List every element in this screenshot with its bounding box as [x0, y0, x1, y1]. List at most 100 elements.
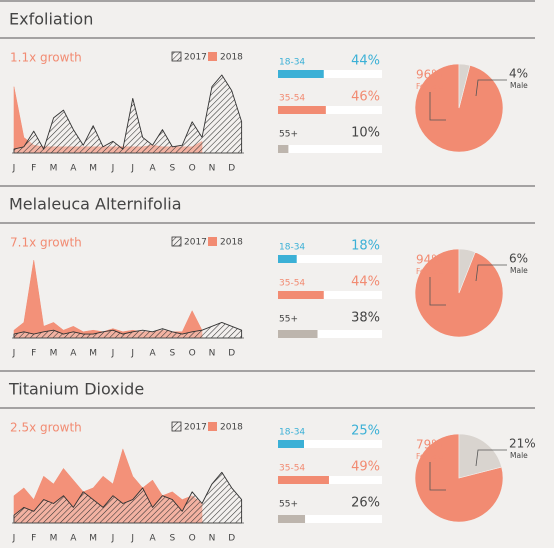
- pie-value: 4%: [509, 67, 528, 81]
- x-tick-label: F: [31, 349, 36, 359]
- age-label: 55+: [279, 315, 298, 325]
- age-value: 49%: [351, 460, 380, 475]
- age-label: 35-54: [279, 94, 305, 104]
- x-tick-label: J: [111, 164, 115, 174]
- legend-swatch: [208, 422, 217, 431]
- pie-value: 94%: [416, 253, 443, 267]
- section-title: Titanium Dioxide: [8, 380, 144, 399]
- growth-label: 7.1x growth: [10, 236, 82, 250]
- x-tick-label: J: [12, 534, 16, 544]
- x-tick-label: S: [169, 534, 175, 544]
- age-label: 35-54: [279, 279, 305, 289]
- pie-label: Male: [510, 81, 528, 90]
- x-tick-label: O: [189, 164, 196, 174]
- x-tick-label: M: [50, 534, 58, 544]
- x-tick-label: D: [228, 164, 235, 174]
- bar: [278, 70, 324, 78]
- pie-value: 21%: [509, 437, 536, 451]
- x-tick-label: M: [89, 534, 97, 544]
- x-tick-label: O: [189, 534, 196, 544]
- age-value: 44%: [351, 275, 380, 290]
- bar: [278, 476, 329, 484]
- growth-label: 1.1x growth: [10, 51, 82, 65]
- section-title: Melaleuca Alternifolia: [9, 195, 182, 214]
- bar: [278, 291, 324, 299]
- x-tick-label: O: [189, 349, 196, 359]
- x-tick-label: F: [31, 164, 36, 174]
- legend-label: 2018: [220, 53, 243, 63]
- age-label: 55+: [279, 500, 298, 510]
- x-tick-label: M: [50, 349, 58, 359]
- x-tick-label: F: [31, 534, 36, 544]
- x-tick-label: J: [130, 164, 134, 174]
- x-tick-label: J: [12, 164, 16, 174]
- x-tick-label: N: [209, 534, 216, 544]
- legend-swatch: [171, 421, 182, 432]
- bar-track: [278, 106, 382, 114]
- age-label: 35-54: [279, 464, 305, 474]
- pie-slice: [458, 63, 471, 109]
- age-value: 10%: [351, 126, 380, 141]
- bar-track: [278, 291, 382, 299]
- pie-label: Female: [416, 452, 444, 461]
- area-series: [13, 471, 243, 524]
- x-tick-label: A: [70, 534, 77, 544]
- leader-line: [475, 264, 507, 282]
- x-tick-label: N: [209, 164, 216, 174]
- x-tick-label: S: [169, 164, 175, 174]
- bar: [278, 106, 326, 114]
- legend-swatch: [208, 237, 217, 246]
- bar: [278, 255, 297, 263]
- age-label: 55+: [279, 130, 298, 140]
- bar-track: [278, 515, 382, 523]
- leader-line: [429, 277, 446, 306]
- pie-slice: [414, 433, 504, 523]
- x-tick-label: D: [228, 349, 235, 359]
- leader-line: [429, 92, 446, 121]
- area-series: [13, 74, 243, 154]
- bar: [278, 145, 289, 153]
- pie-label: Female: [416, 82, 444, 91]
- legend-label: 2017: [184, 53, 207, 63]
- area-series: [13, 321, 243, 339]
- pie-slice: [458, 248, 476, 294]
- x-tick-label: S: [169, 349, 175, 359]
- pie-label: Female: [416, 267, 444, 276]
- pie-label: Male: [510, 266, 528, 275]
- bar-track: [278, 255, 382, 263]
- x-tick-label: J: [130, 349, 134, 359]
- area-series: [13, 86, 203, 154]
- x-tick-label: A: [149, 534, 156, 544]
- bar-track: [278, 70, 382, 78]
- leader-line: [429, 462, 446, 491]
- section-title: Exfoliation: [9, 10, 93, 29]
- pie-value: 96%: [416, 68, 443, 82]
- leader-line: [475, 449, 507, 467]
- bar: [278, 330, 318, 338]
- age-label: 18-34: [279, 428, 305, 438]
- age-value: 25%: [351, 424, 380, 439]
- age-value: 46%: [351, 90, 380, 105]
- bar: [278, 440, 304, 448]
- pie-value: 6%: [509, 252, 528, 266]
- legend-label: 2017: [184, 238, 207, 248]
- legend-label: 2018: [220, 423, 243, 433]
- legend-swatch: [171, 236, 182, 247]
- x-tick-label: A: [149, 349, 156, 359]
- age-value: 18%: [351, 239, 380, 254]
- x-tick-label: J: [111, 534, 115, 544]
- bar-track: [278, 145, 382, 153]
- pie-slice: [458, 433, 502, 479]
- x-tick-label: M: [89, 164, 97, 174]
- bar: [278, 515, 306, 523]
- legend-label: 2017: [184, 423, 207, 433]
- area-series: [13, 259, 203, 339]
- x-tick-label: N: [209, 349, 216, 359]
- pie-label: Male: [510, 451, 528, 460]
- legend-swatch: [208, 52, 217, 61]
- x-tick-label: D: [228, 534, 235, 544]
- age-value: 26%: [351, 496, 380, 511]
- pie-value: 79%: [416, 438, 443, 452]
- age-label: 18-34: [279, 58, 305, 68]
